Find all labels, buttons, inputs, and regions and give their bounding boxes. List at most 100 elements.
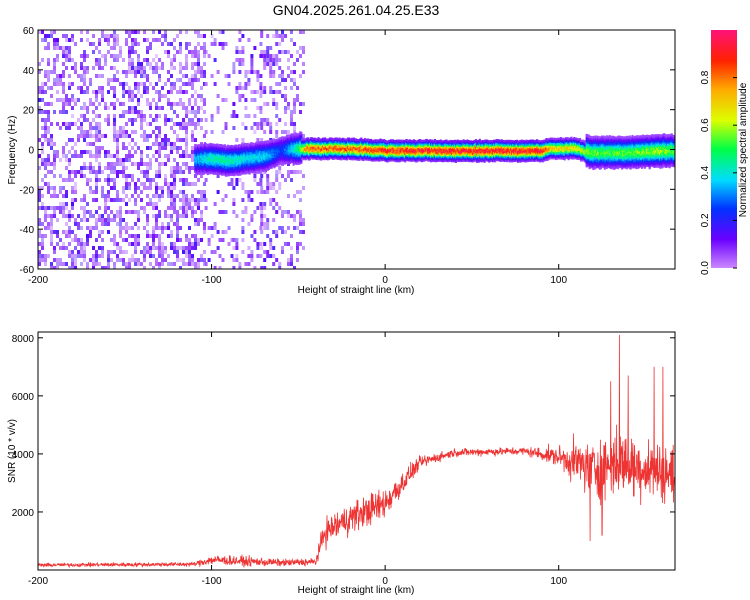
heatmap-cell (41, 30, 44, 34)
heatmap-cell (158, 38, 161, 42)
heatmap-cell (107, 230, 110, 234)
heatmap-cell (218, 254, 222, 258)
heatmap-cell (278, 90, 282, 94)
heatmap-cell (250, 66, 254, 70)
heatmap-cell (185, 246, 188, 250)
heatmap-cell (170, 170, 173, 174)
heatmap-cell (116, 190, 119, 194)
heatmap-cell (204, 198, 208, 202)
heatmap-cell (287, 50, 290, 54)
heatmap-cell (59, 74, 62, 78)
heatmap-cell (116, 58, 119, 62)
heatmap-cell (200, 190, 203, 194)
heatmap-cell (74, 218, 77, 222)
heatmap-cell (50, 86, 53, 90)
heatmap-cell (185, 74, 188, 78)
heatmap-cell (44, 206, 47, 210)
heatmap-cell (155, 90, 158, 94)
heatmap-cell (202, 171, 205, 174)
heatmap-cell (170, 242, 173, 246)
heatmap-cell (158, 106, 161, 110)
heatmap-cell (155, 182, 158, 186)
heatmap-cell (125, 130, 128, 134)
heatmap-cell (296, 86, 299, 90)
heatmap-cell (44, 182, 47, 186)
heatmap-cell (107, 258, 110, 262)
heatmap-cell (161, 162, 164, 166)
heatmap-cell (113, 78, 116, 82)
heatmap-cell (235, 138, 239, 142)
heatmap-cell (62, 202, 65, 206)
heatmap-cell (191, 194, 194, 198)
heatmap-cell (137, 114, 140, 118)
heatmap-cell (95, 146, 98, 150)
heatmap-cell (83, 246, 86, 250)
heatmap-cell (53, 42, 56, 46)
heatmap-cell (167, 54, 170, 58)
heatmap-cell (107, 194, 110, 198)
heatmap-cell (167, 98, 170, 102)
heatmap-cell (259, 94, 263, 98)
heatmap-cell (122, 110, 125, 114)
heatmap-cell (71, 206, 74, 210)
heatmap-cell (158, 246, 161, 250)
heatmap-cell (53, 174, 56, 178)
heatmap-cell (44, 90, 47, 94)
heatmap-cell (224, 74, 228, 78)
heatmap-cell (197, 94, 200, 98)
heatmap-cell (116, 194, 119, 198)
heatmap-cell (62, 206, 65, 210)
heatmap-cell (44, 254, 47, 258)
heatmap-cell (188, 238, 191, 242)
heatmap-cell (179, 246, 182, 250)
heatmap-cell (250, 58, 254, 62)
heatmap-cell (176, 162, 179, 166)
heatmap-cell (92, 226, 95, 230)
heatmap-cell (200, 126, 203, 130)
heatmap-cell (62, 98, 65, 102)
heatmap-cell (241, 198, 245, 202)
heatmap-cell (235, 178, 239, 182)
heatmap-cell (266, 174, 270, 178)
heatmap-cell (281, 94, 284, 98)
heatmap-cell (191, 234, 194, 238)
heatmap-cell (152, 202, 155, 206)
heatmap-cell (296, 226, 299, 230)
heatmap-cell (140, 190, 143, 194)
heatmap-cell (179, 238, 182, 242)
heatmap-cell (146, 222, 149, 226)
heatmap-cell (179, 122, 182, 126)
heatmap-cell (278, 58, 282, 62)
heatmap-cell (302, 102, 305, 106)
heatmap-cell (146, 74, 149, 78)
heatmap-cell (113, 170, 116, 174)
heatmap-cell (65, 102, 68, 106)
heatmap-cell (179, 166, 182, 170)
heatmap-cell (259, 226, 263, 230)
heatmap-cell (185, 182, 188, 186)
heatmap-cell (122, 102, 125, 106)
heatmap-cell (185, 90, 188, 94)
heatmap-cell (250, 62, 254, 66)
heatmap-cell (104, 134, 107, 138)
heatmap-cell (38, 262, 41, 266)
heatmap-cell (113, 238, 116, 242)
heatmap-cell (293, 110, 296, 114)
heatmap-cell (71, 146, 74, 150)
heatmap-cell (170, 230, 173, 234)
heatmap-cell (194, 74, 197, 78)
heatmap-cell (170, 190, 173, 194)
heatmap-cell (247, 254, 251, 258)
heatmap-cell (53, 258, 56, 262)
heatmap-cell (107, 198, 110, 202)
heatmap-cell (155, 66, 158, 70)
heatmap-cell (50, 70, 53, 74)
heatmap-cell (119, 158, 122, 162)
heatmap-cell (92, 154, 95, 158)
heatmap-cell (107, 182, 110, 186)
heatmap-cell (278, 166, 282, 170)
heatmap-cell (164, 142, 167, 146)
heatmap-cell (173, 246, 176, 250)
heatmap-cell (221, 198, 225, 202)
heatmap-cell (298, 162, 301, 165)
